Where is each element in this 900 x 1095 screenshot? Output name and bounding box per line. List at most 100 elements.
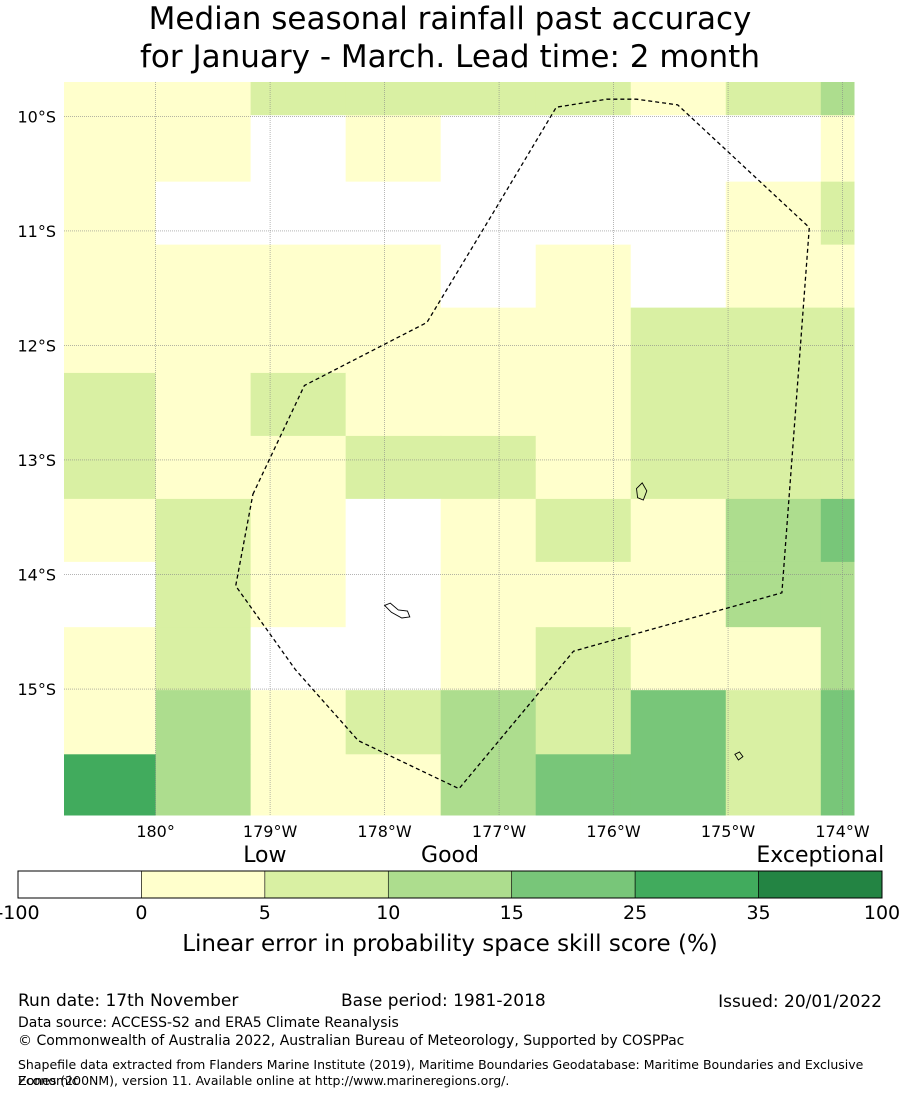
skill-cell (440, 435, 537, 500)
skill-cell (440, 690, 537, 755)
skill-cell (345, 82, 442, 116)
longitude-label: 174°W (815, 822, 870, 841)
skill-cell (440, 627, 537, 691)
skill-cell (64, 690, 157, 755)
skill-cell (155, 82, 252, 116)
colorbar-tick-label: 10 (376, 902, 401, 924)
shapefile-credit-line-1: Shapefile data extracted from Flanders M… (18, 1057, 864, 1088)
skill-cell (630, 307, 727, 374)
skill-cell (630, 244, 727, 309)
skill-cell (535, 372, 632, 437)
skill-cell (250, 561, 347, 628)
base-period: Base period: 1981-2018 (341, 991, 546, 1011)
skill-cell (155, 244, 252, 309)
skill-cell (630, 627, 727, 691)
skill-cell (820, 435, 855, 500)
skill-cell (820, 82, 855, 116)
skill-grid (64, 82, 855, 816)
island-outline (383, 602, 411, 619)
longitude-label: 175°W (701, 822, 756, 841)
skill-cell (630, 498, 727, 563)
colorbar (17, 870, 883, 899)
longitude-labels: 180° 179°W 178°W 177°W 176°W 175°W 174°W (136, 822, 870, 841)
eez-boundary (235, 98, 810, 790)
longitude-label: 177°W (472, 822, 527, 841)
skill-cell (440, 372, 537, 437)
skill-cell (535, 561, 632, 628)
skill-cell (155, 754, 252, 816)
skill-cell (535, 435, 632, 500)
colorbar-bin (141, 870, 266, 899)
skill-cell (535, 181, 632, 246)
skill-cell (630, 690, 727, 755)
longitude-label: 178°W (357, 822, 412, 841)
skill-cell (820, 498, 855, 563)
skill-cell (250, 115, 347, 183)
skill-cell (64, 82, 157, 116)
island-outlines (383, 482, 744, 761)
skill-cell (155, 181, 252, 246)
skill-cell (345, 244, 442, 309)
skill-cell (64, 561, 157, 628)
chart-title: Median seasonal rainfall past accuracy f… (0, 0, 900, 76)
skill-cell (250, 181, 347, 246)
skill-cell (725, 181, 822, 246)
copyright: © Commonwealth of Australia 2022, Austra… (18, 1033, 685, 1049)
skill-cell (345, 181, 442, 246)
latitude-label: 13°S (17, 451, 56, 470)
skill-cell (345, 307, 442, 374)
skill-cell (64, 498, 157, 563)
skill-cell (820, 561, 855, 628)
skill-cell (725, 115, 822, 183)
skill-cell (535, 115, 632, 183)
skill-cell (820, 690, 855, 755)
skill-cell (440, 115, 537, 183)
latitude-label: 11°S (17, 222, 56, 241)
skill-cell (440, 82, 537, 116)
skill-cell (820, 754, 855, 816)
colorbar-tick-label: 15 (499, 902, 524, 924)
skill-cell (345, 690, 442, 755)
skill-cell (155, 627, 252, 691)
skill-cell (725, 372, 822, 437)
skill-cell (155, 435, 252, 500)
run-date: Run date: 17th November (18, 991, 239, 1011)
graticule (64, 82, 854, 815)
skill-cell (820, 244, 855, 309)
colorbar-bin (634, 870, 759, 899)
skill-cell (64, 115, 157, 183)
skill-cell (630, 372, 727, 437)
skill-cell (440, 754, 537, 816)
skill-cell (345, 627, 442, 691)
skill-cell (64, 372, 157, 437)
colorbar-frame (17, 870, 883, 899)
skill-cell (155, 307, 252, 374)
skill-cell (820, 307, 855, 374)
skill-cell (820, 115, 855, 183)
skill-cell (155, 498, 252, 563)
skill-cell (535, 754, 632, 816)
skill-cell (725, 307, 822, 374)
skill-cell (630, 561, 727, 628)
skill-cell (725, 244, 822, 309)
island-outline (636, 482, 648, 501)
skill-cell (155, 561, 252, 628)
latitude-label: 14°S (17, 565, 56, 584)
skill-cell (820, 181, 855, 246)
skill-cell (440, 181, 537, 246)
skill-cell (345, 372, 442, 437)
longitude-label: 179°W (243, 822, 298, 841)
skill-cell (64, 754, 157, 816)
colorbar-bin (264, 870, 389, 899)
skill-cell (250, 244, 347, 309)
latitude-label: 15°S (17, 680, 56, 699)
skill-cell (725, 498, 822, 563)
skill-cell (725, 627, 822, 691)
skill-cell (535, 498, 632, 563)
colorbar-tick-label: 0 (135, 902, 148, 924)
skill-cell (630, 181, 727, 246)
skill-cell (725, 690, 822, 755)
colorbar-tick-label: 5 (258, 902, 271, 924)
skill-cell (440, 498, 537, 563)
